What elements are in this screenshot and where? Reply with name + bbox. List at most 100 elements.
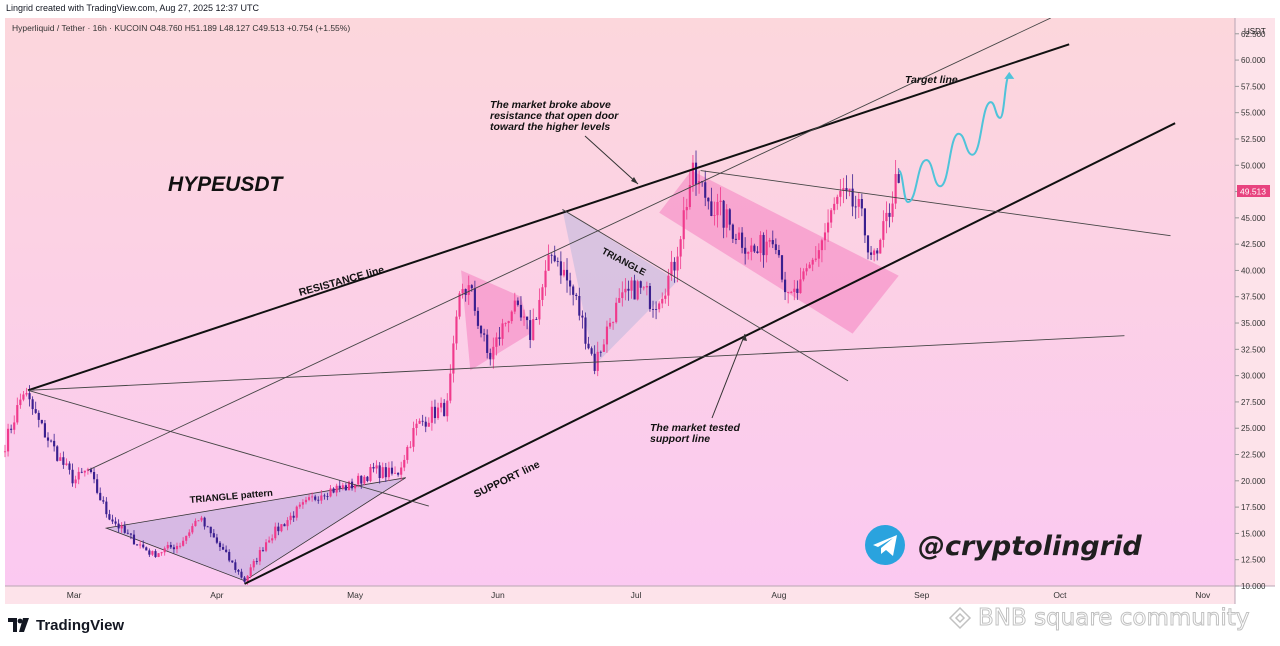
candle-body bbox=[679, 239, 682, 257]
candle-body bbox=[747, 251, 750, 254]
candle-body bbox=[390, 467, 394, 474]
candle-body bbox=[501, 323, 504, 339]
candle-body bbox=[218, 542, 222, 548]
candle-body bbox=[172, 547, 175, 550]
candle-body bbox=[492, 346, 495, 360]
candle-body bbox=[519, 304, 523, 318]
candle-body bbox=[252, 561, 255, 568]
candle-body bbox=[621, 292, 624, 299]
candle-body bbox=[160, 552, 163, 554]
tradingview-logo[interactable]: TradingView bbox=[8, 615, 124, 635]
candle-body bbox=[836, 196, 839, 204]
watermark-text: BNB square community bbox=[977, 605, 1250, 632]
candle-body bbox=[295, 506, 298, 518]
candle-body bbox=[651, 308, 655, 310]
candle-body bbox=[624, 288, 627, 293]
candle-body bbox=[350, 481, 354, 489]
candle-body bbox=[526, 316, 529, 321]
y-tick-label: 27.500 bbox=[1241, 398, 1266, 407]
candle-body bbox=[538, 299, 541, 320]
candle-body bbox=[648, 285, 652, 309]
candle-body bbox=[117, 523, 120, 529]
candle-body bbox=[744, 247, 747, 254]
candle-body bbox=[129, 533, 132, 535]
candle-body bbox=[151, 551, 154, 555]
tested-note-arrow bbox=[711, 333, 746, 419]
candle-body bbox=[311, 496, 314, 498]
candle-body bbox=[89, 469, 93, 473]
candle-body bbox=[817, 250, 820, 259]
candle-body bbox=[848, 188, 851, 192]
candle-body bbox=[458, 293, 461, 317]
candle-body bbox=[237, 569, 240, 572]
x-tick-label: Apr bbox=[210, 590, 223, 600]
x-tick-label: Aug bbox=[771, 590, 786, 600]
candle-body bbox=[722, 200, 725, 228]
candle-body bbox=[636, 281, 639, 300]
candle-body bbox=[200, 517, 203, 521]
resistance-line bbox=[27, 43, 1070, 392]
candle-body bbox=[522, 316, 526, 318]
candle-body bbox=[114, 521, 117, 524]
candle-body bbox=[615, 302, 618, 323]
candle-body bbox=[799, 279, 802, 293]
candle-body bbox=[335, 485, 338, 493]
candle-body bbox=[317, 499, 320, 501]
candle-body bbox=[145, 547, 148, 551]
candle-body bbox=[59, 457, 62, 461]
candle-body bbox=[142, 544, 145, 548]
y-tick-label: 17.500 bbox=[1241, 503, 1266, 512]
candle-body bbox=[307, 497, 311, 500]
y-tick-label: 15.000 bbox=[1241, 529, 1266, 538]
time-scale-background bbox=[5, 586, 1235, 604]
candle-body bbox=[102, 500, 105, 502]
jul-aug-descending-line bbox=[700, 170, 1171, 237]
candle-body bbox=[268, 540, 271, 543]
broke-note-line-3: toward the higher levels bbox=[490, 121, 610, 133]
candle-body bbox=[212, 533, 215, 538]
candle-body bbox=[135, 544, 139, 546]
candle-body bbox=[449, 373, 452, 401]
candle-body bbox=[357, 475, 360, 485]
candle-body bbox=[479, 325, 483, 334]
candle-body bbox=[710, 201, 713, 216]
candle-body bbox=[777, 250, 781, 256]
candle-body bbox=[225, 549, 228, 552]
candle-body bbox=[820, 240, 824, 251]
candle-body bbox=[658, 303, 661, 310]
triangle-pattern bbox=[104, 477, 407, 582]
candle-body bbox=[645, 285, 648, 288]
tested-note-line-1: The market tested bbox=[650, 422, 740, 434]
candle-body bbox=[28, 393, 31, 400]
candle-body bbox=[120, 525, 123, 529]
candle-body bbox=[203, 517, 206, 527]
candle-body bbox=[341, 485, 344, 489]
candle-body bbox=[298, 504, 301, 507]
price-chart[interactable]: Hyperliquid / Tether · 16h · KUCOIN O48.… bbox=[0, 18, 1280, 604]
candle-body bbox=[314, 496, 317, 500]
candles bbox=[3, 150, 900, 585]
candle-body bbox=[80, 471, 83, 473]
candle-body bbox=[507, 321, 510, 323]
candle-body bbox=[513, 300, 516, 312]
candle-body bbox=[688, 184, 691, 208]
candle-body bbox=[280, 524, 283, 532]
candle-body bbox=[123, 525, 126, 533]
candle-body bbox=[655, 309, 658, 311]
candle-body bbox=[565, 269, 569, 281]
candle-body bbox=[590, 348, 593, 354]
candle-body bbox=[888, 212, 891, 217]
candle-body bbox=[556, 261, 559, 262]
candle-body bbox=[139, 544, 142, 546]
tradingview-wordmark: TradingView bbox=[36, 616, 125, 634]
candle-body bbox=[326, 496, 329, 497]
candle-body bbox=[704, 182, 707, 198]
candle-body bbox=[811, 259, 814, 265]
candle-body bbox=[685, 207, 688, 211]
triangle-descending-line bbox=[562, 209, 849, 382]
y-tick-label: 62.500 bbox=[1241, 30, 1266, 39]
candle-body bbox=[49, 440, 53, 442]
candle-body bbox=[498, 337, 501, 339]
candle-body bbox=[182, 540, 185, 546]
candle-body bbox=[387, 467, 390, 478]
